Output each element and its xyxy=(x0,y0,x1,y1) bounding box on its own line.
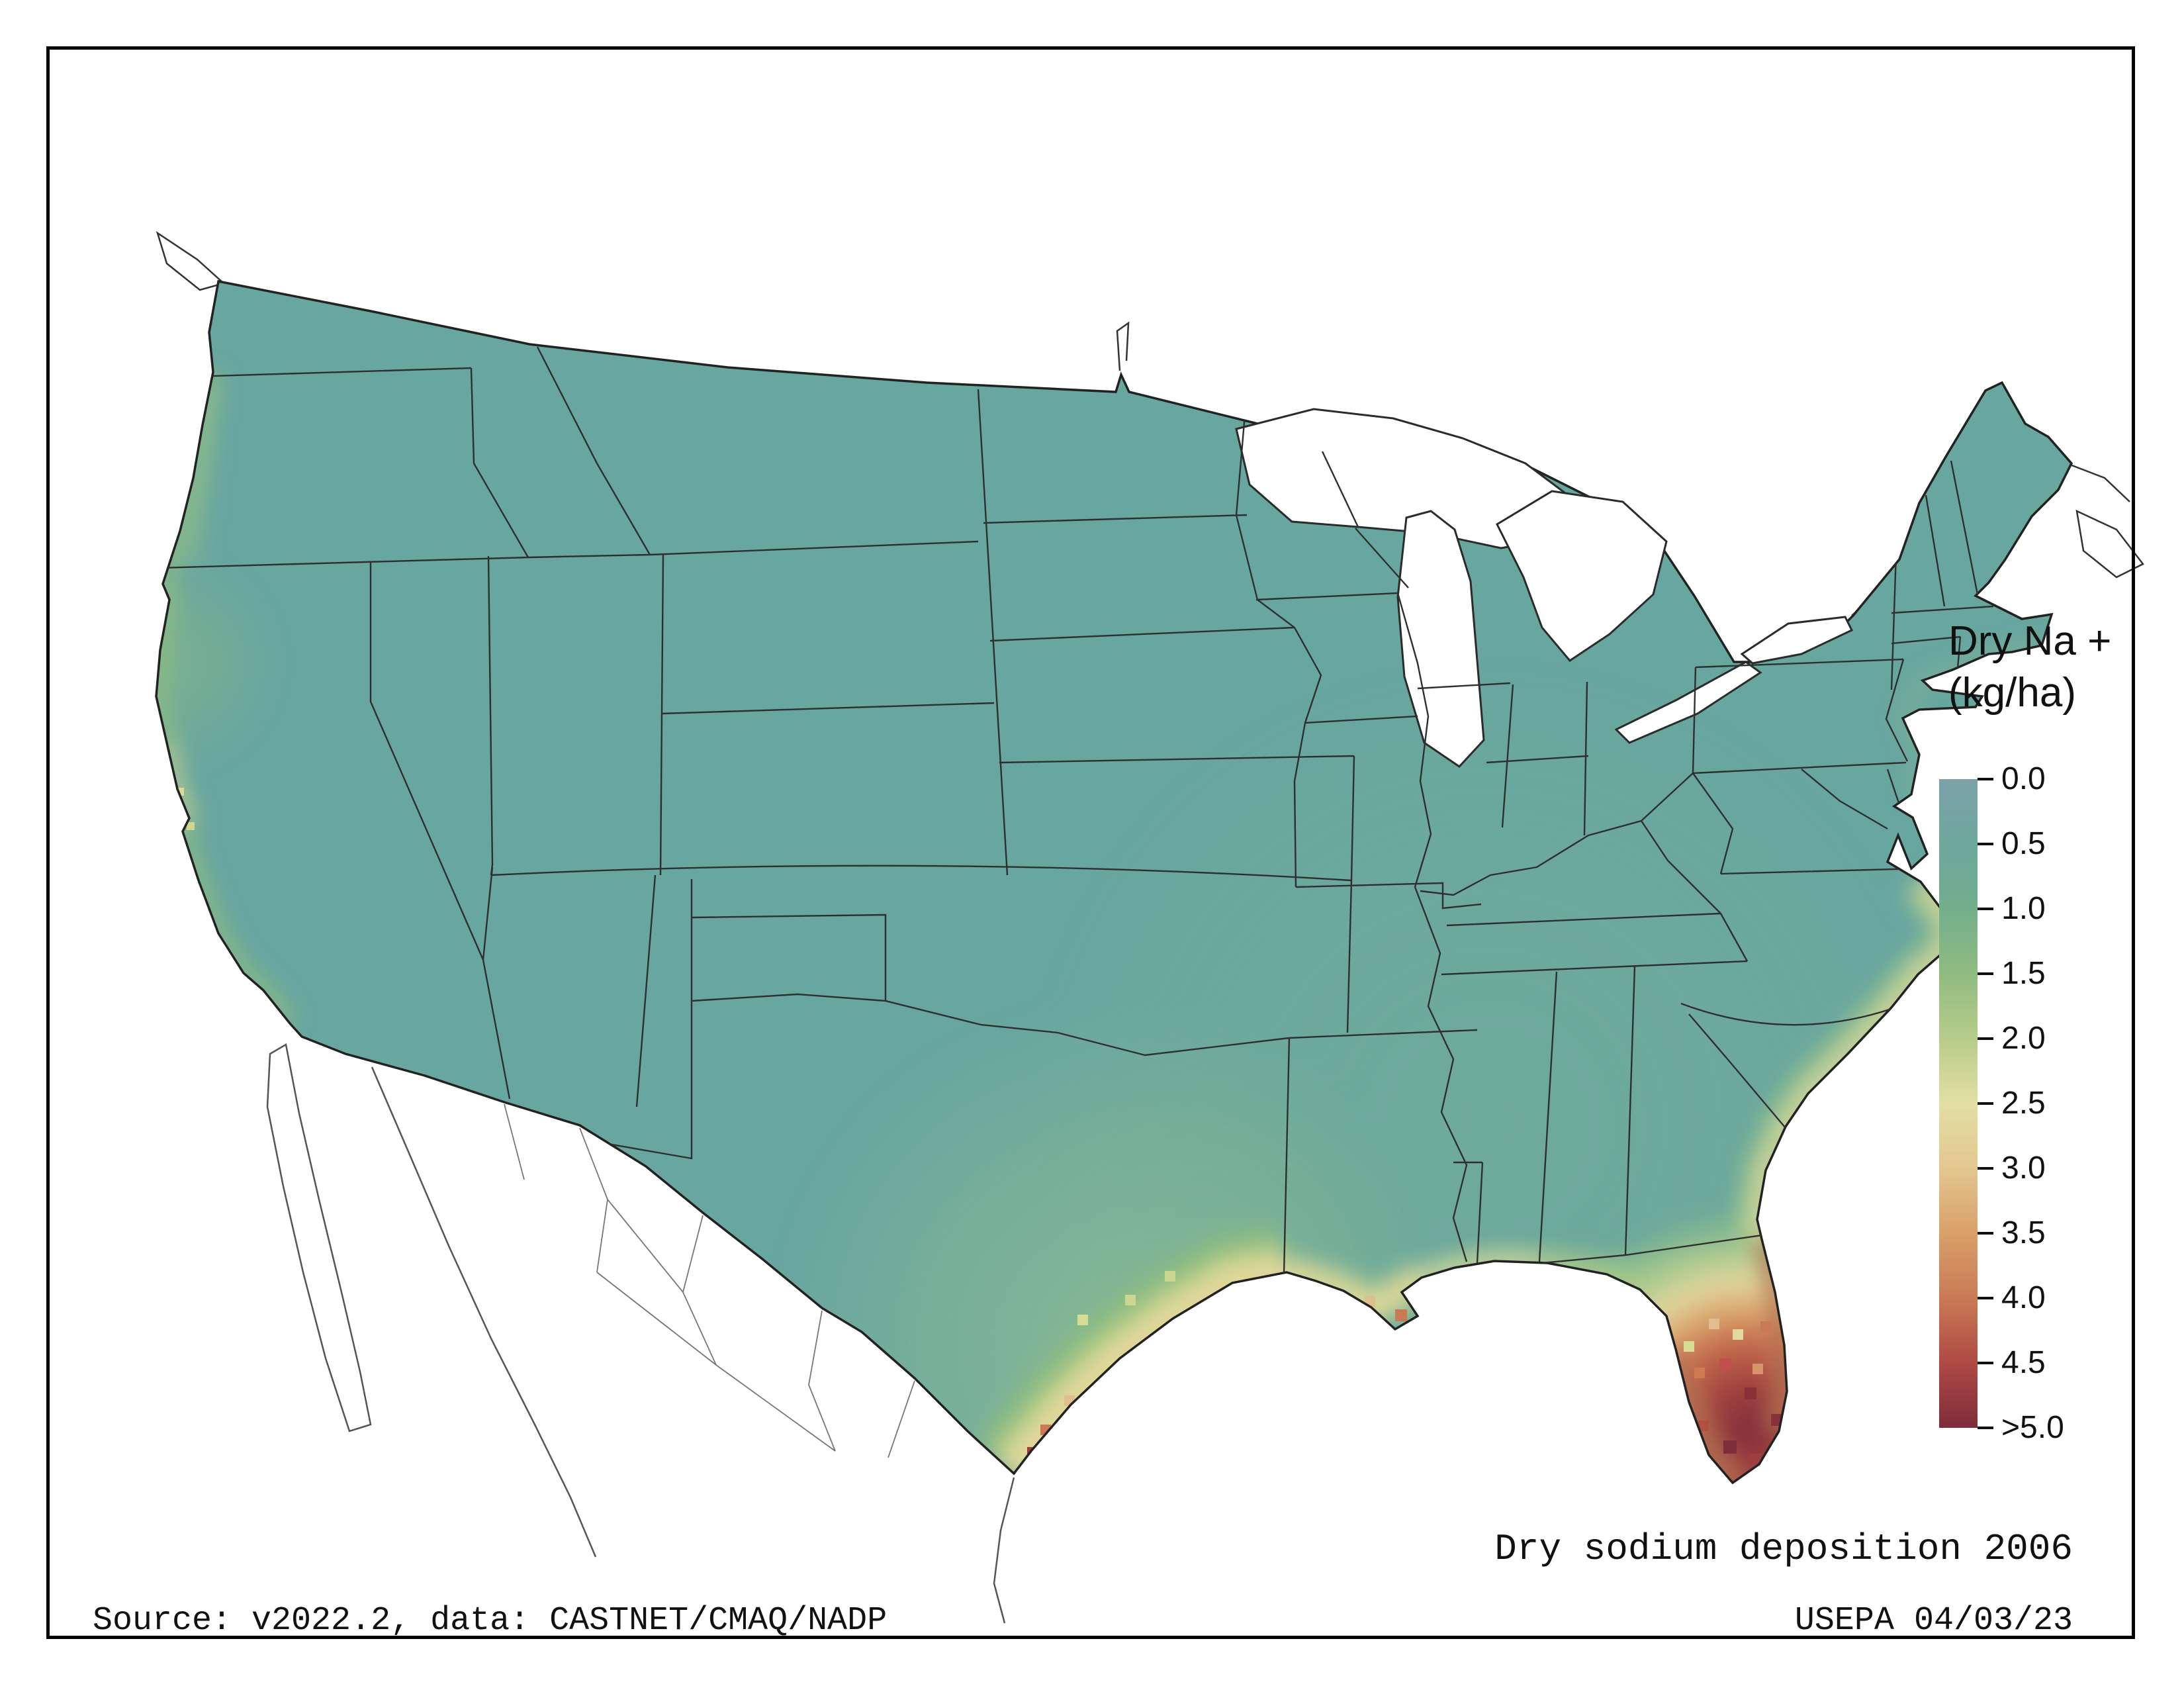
mexico-outline xyxy=(266,1043,1015,1624)
tick-mark xyxy=(1978,843,1993,845)
tick-label: 0.0 xyxy=(2001,761,2046,796)
baja-california xyxy=(266,1043,372,1432)
legend-body: 0.0 0.5 1.0 1.5 2.0 2.5 3.0 3.5 4.0 4.5 … xyxy=(1939,763,2177,1444)
legend-title-line2: (kg/ha) xyxy=(1948,669,2076,716)
legend: Dry Na + (kg/ha) 0.0 0.5 1.0 1.5 2.0 2.5… xyxy=(1939,616,2177,1444)
legend-colorbar xyxy=(1939,779,1978,1428)
tick-mark xyxy=(1978,1167,1993,1170)
mexico-west-coast xyxy=(371,1066,597,1558)
figure-border-frame xyxy=(46,46,2135,1639)
vancouver-island xyxy=(156,231,226,291)
tick-mark xyxy=(1978,1427,1993,1429)
tick-mark xyxy=(1978,1037,1993,1040)
tick-mark xyxy=(1978,1297,1993,1299)
tick-label: 0.5 xyxy=(2001,826,2046,861)
tick-label: 2.5 xyxy=(2001,1086,2046,1121)
tick-label: >5.0 xyxy=(2001,1410,2064,1445)
legend-title-line1: Dry Na + xyxy=(1948,618,2112,664)
nova-scotia xyxy=(2075,509,2144,579)
tick-label: 1.5 xyxy=(2001,956,2046,991)
lake-huron xyxy=(1496,490,1668,662)
tick-label: 1.0 xyxy=(2001,891,2046,926)
state-borders xyxy=(157,346,1994,1276)
tick-label: 3.5 xyxy=(2001,1215,2046,1250)
lake-ontario xyxy=(1740,616,1854,665)
northwest-angle xyxy=(1116,321,1130,371)
map-title: Dry sodium deposition 2006 xyxy=(1494,1528,2073,1570)
tick-label: 4.5 xyxy=(2001,1345,2046,1380)
legend-title: Dry Na + (kg/ha) xyxy=(1939,616,2177,718)
tick-label: 3.0 xyxy=(2001,1150,2046,1186)
lake-erie xyxy=(1614,661,1762,744)
mexico-gulf-coast xyxy=(993,1477,1015,1624)
tick-label: 2.0 xyxy=(2001,1021,2046,1056)
agency-date-stamp: USEPA 04/03/23 xyxy=(1794,1602,2073,1640)
tick-mark xyxy=(1978,908,1993,910)
lake-michigan xyxy=(1396,510,1485,768)
source-note: Source: v2022.2, data: CASTNET/CMAQ/NADP xyxy=(93,1602,887,1640)
new-brunswick-coast xyxy=(2070,463,2130,502)
tick-mark xyxy=(1978,1102,1993,1105)
tick-mark xyxy=(1978,1362,1993,1364)
tick-mark xyxy=(1978,1232,1993,1235)
great-lakes xyxy=(1235,408,1854,768)
us-outline xyxy=(155,279,2073,1485)
mexico-state-lines xyxy=(504,1103,915,1458)
tick-label: 4.0 xyxy=(2001,1280,2046,1315)
tick-mark xyxy=(1978,972,1993,975)
legend-ticks: 0.0 0.5 1.0 1.5 2.0 2.5 3.0 3.5 4.0 4.5 … xyxy=(1978,763,2064,1444)
tick-mark xyxy=(1978,778,1993,780)
